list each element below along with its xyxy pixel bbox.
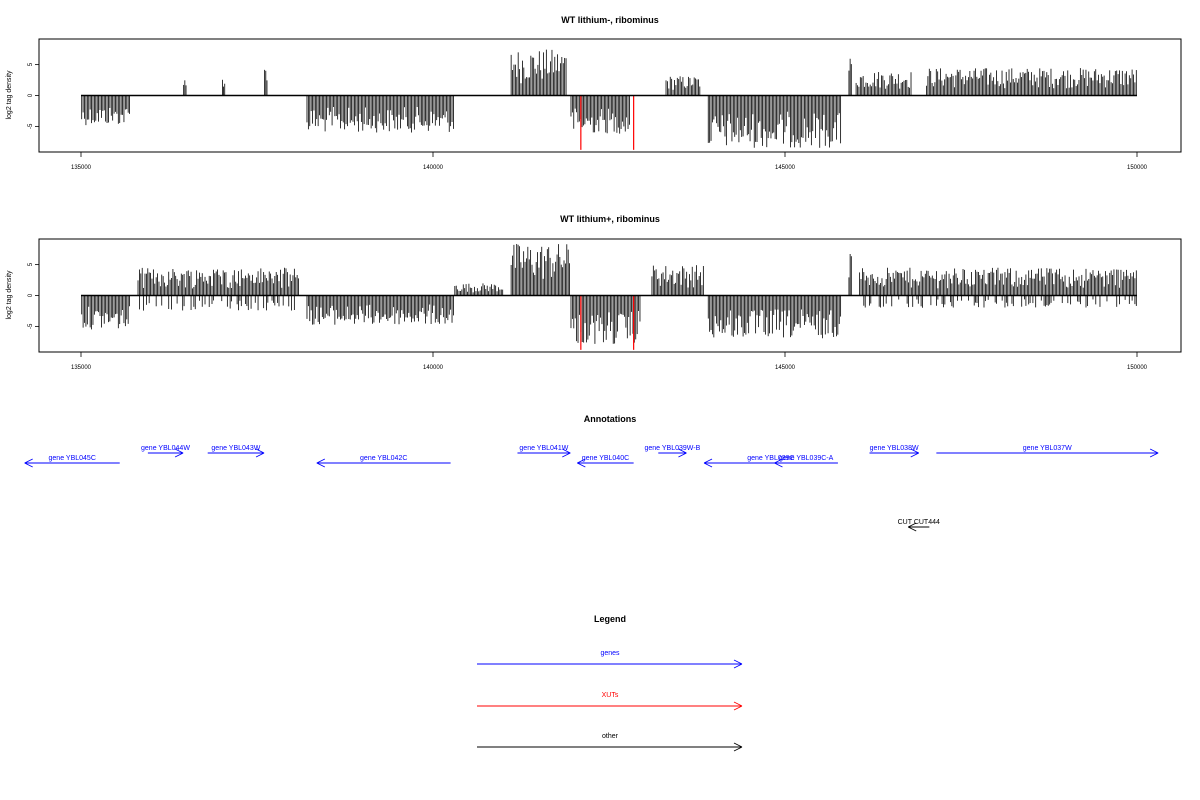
track-bars [81, 243, 1137, 350]
coverage-bin [264, 69, 268, 96]
y-tick-label: -5 [28, 123, 34, 129]
y-axis-label: log2 tag density [6, 270, 13, 320]
chart-title: WT lithium+, ribominus [560, 214, 660, 224]
annotation-label: gene YBL037W [1023, 445, 1072, 452]
y-tick-label: 5 [28, 62, 34, 66]
annotation-feature: gene YBL041W [517, 445, 571, 458]
coverage-bin [570, 95, 630, 134]
legend-item: XUTs [477, 692, 743, 711]
coverage-bin [306, 95, 454, 133]
annotation-feature: gene YBL044W [141, 445, 190, 458]
annotation-feature: gene YBL040C [577, 455, 634, 468]
coverage-bin [855, 72, 912, 96]
x-tick-label: 135000 [71, 165, 92, 171]
x-tick-label: 145000 [775, 365, 796, 371]
annotation-feature: gene YBL039W-B [644, 445, 701, 458]
x-tick-label: 150000 [1127, 365, 1148, 371]
coverage-bin [665, 76, 701, 96]
x-tick-label: 140000 [423, 365, 444, 371]
annotation-label: gene YBL044W [141, 445, 190, 452]
annotation-label: gene YBL039W-B [644, 445, 700, 452]
coverage-bin [570, 295, 641, 344]
coverage-bin [221, 79, 226, 96]
y-tick-label: 0 [28, 293, 34, 297]
annotation-label: gene YBL045C [49, 455, 96, 462]
coverage-bin [306, 295, 454, 325]
y-axis-label: log2 tag density [6, 70, 13, 120]
annotation-label: CUT CUT444 [898, 519, 940, 526]
legend-item: genes [477, 650, 743, 669]
annotation-items: gene YBL045C gene YBL044W gene YBL043W gene… [24, 445, 1159, 532]
annotation-feature: gene YBL042C [316, 455, 451, 468]
x-tick-label: 150000 [1127, 165, 1148, 171]
legend: Legend genes XUTs other [477, 614, 743, 752]
annotation-label: gene YBL039C-A [779, 455, 834, 462]
y-tick-label: 0 [28, 93, 34, 97]
coverage-bin [510, 243, 570, 296]
legend-items: genes XUTs other [477, 650, 743, 752]
coverage-bin [859, 267, 1137, 308]
x-tick-label: 145000 [775, 165, 796, 171]
annotation-feature: gene YBL039C-A [774, 455, 838, 468]
annotation-label: gene YBL039C [747, 455, 794, 462]
coverage-bin [926, 68, 1137, 96]
coverage-bin [137, 267, 299, 311]
coverage-bin [510, 49, 567, 96]
coverage-bin [707, 295, 842, 339]
annotation-feature: CUT CUT444 [898, 519, 940, 532]
coverage-bin [81, 95, 130, 126]
annotation-label: gene YBL043W [211, 445, 260, 452]
track-panel-lithium-plus: WT lithium+, ribominus log2 tag density … [6, 214, 1182, 371]
legend-label: genes [600, 650, 620, 657]
legend-title: Legend [594, 614, 626, 624]
coverage-bin [81, 295, 130, 330]
x-tick-label: 135000 [71, 365, 92, 371]
track-bars [81, 49, 1137, 150]
annotation-label: gene YBL041W [519, 445, 568, 452]
annotation-feature: gene YBL038W [869, 445, 919, 458]
legend-label: XUTs [602, 692, 619, 699]
coverage-bin [183, 80, 187, 96]
chart-title: WT lithium-, ribominus [561, 15, 659, 25]
coverage-bin [707, 95, 842, 148]
y-tick-label: -5 [28, 323, 34, 329]
axes: 135000 140000 145000 150000 5 0 -5 [28, 262, 1148, 371]
annotation-feature: gene YBL043W [207, 445, 265, 458]
annotation-label: gene YBL042C [360, 455, 407, 462]
annotation-label: gene YBL040C [582, 455, 629, 462]
legend-item: other [477, 733, 743, 752]
annotation-label: gene YBL038W [870, 445, 919, 452]
coverage-bin [848, 253, 852, 296]
axes: 135000 140000 145000 150000 5 0 -5 [28, 62, 1148, 171]
annotations-title: Annotations [584, 414, 637, 424]
y-tick-label: 5 [28, 262, 34, 266]
legend-label: other [602, 733, 619, 740]
coverage-bin [454, 283, 504, 296]
annotation-feature: gene YBL037W [936, 445, 1159, 458]
coverage-bin [651, 265, 704, 296]
track-panel-lithium-minus: WT lithium-, ribominus log2 tag density … [6, 15, 1182, 171]
coverage-bin [848, 58, 852, 96]
x-tick-label: 140000 [423, 165, 444, 171]
annotation-feature: gene YBL045C [24, 455, 120, 468]
